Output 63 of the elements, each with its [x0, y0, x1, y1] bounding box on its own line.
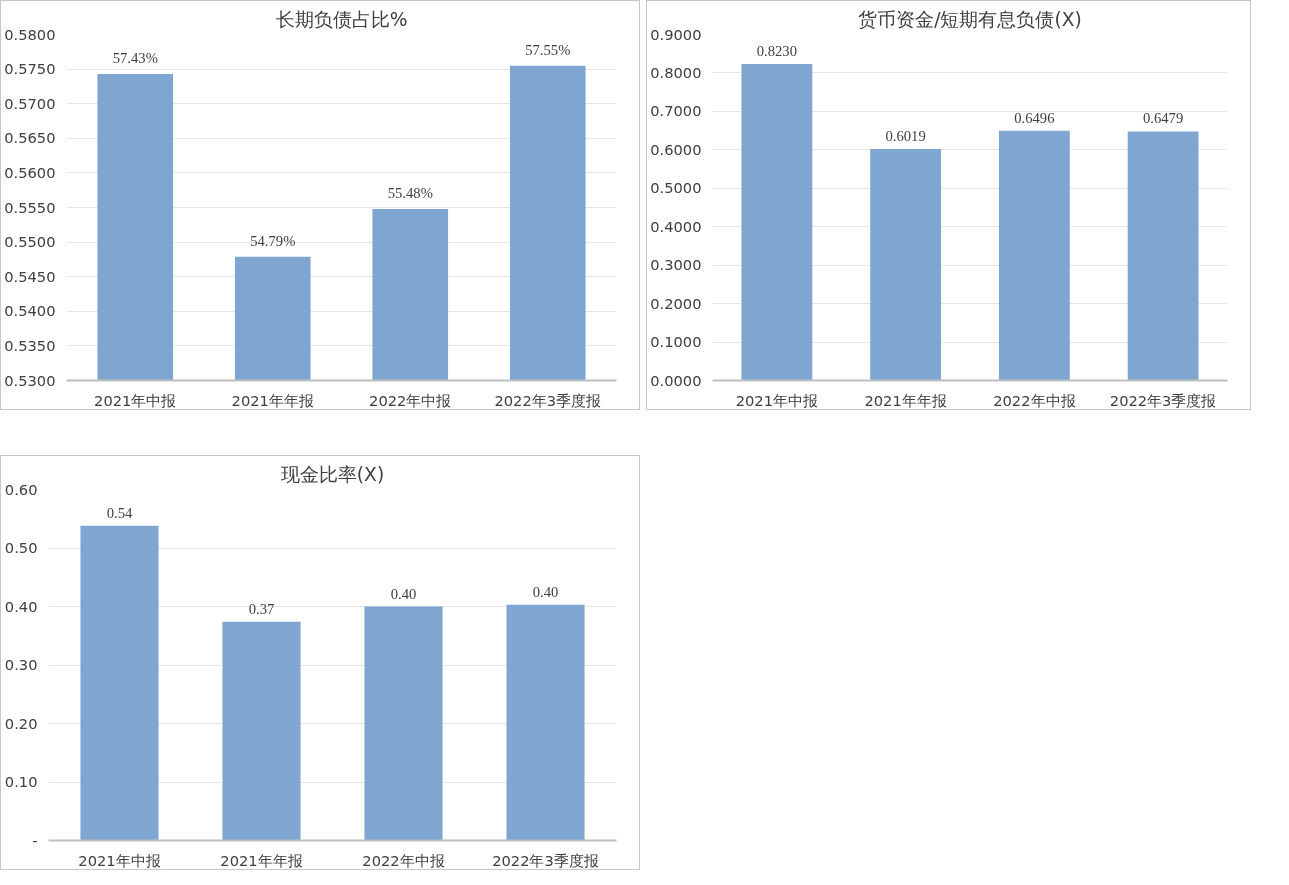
x-tick-label: 2021年中报	[735, 391, 819, 409]
data-label: 0.6019	[885, 128, 926, 145]
y-tick-label: 0.5650	[4, 129, 56, 147]
y-tick-label: 0.5300	[4, 371, 56, 389]
bar	[998, 130, 1070, 381]
chart-title: 现金比率(X)	[280, 463, 385, 485]
y-tick-label: 0.3000	[650, 256, 702, 274]
y-tick-label: 0.7000	[650, 102, 702, 120]
data-label: 0.37	[248, 600, 275, 617]
y-tick-label: 0.6000	[650, 140, 702, 158]
y-tick-label: 0.5000	[650, 179, 702, 197]
x-tick-label: 2022年3季度报	[492, 851, 599, 869]
x-tick-label: 2022年中报	[362, 851, 445, 869]
x-tick-label: 2022年3季度报	[494, 391, 602, 409]
bar	[364, 606, 443, 841]
bar	[741, 64, 813, 381]
y-tick-label: 0.30	[4, 656, 38, 673]
data-label: 0.40	[390, 585, 417, 602]
y-tick-label: 0.60	[4, 480, 38, 498]
y-tick-label: 0.50	[4, 539, 38, 556]
y-tick-label: 0.5750	[4, 60, 56, 78]
y-tick-label: 0.8000	[650, 63, 702, 81]
x-tick-label: 2022年3季度报	[1109, 391, 1217, 409]
y-tick-label: 0.9000	[650, 25, 702, 43]
y-tick-label: -	[32, 831, 38, 849]
chart-title: 长期负债占比%	[275, 8, 408, 30]
y-tick-label: 0.5600	[4, 163, 56, 181]
bar	[870, 149, 942, 381]
y-tick-label: 0.5350	[4, 336, 56, 354]
bar	[506, 604, 585, 841]
data-label: 0.40	[532, 583, 559, 600]
y-tick-label: 0.20	[4, 714, 38, 732]
bar	[1127, 131, 1199, 381]
y-tick-label: 0.1000	[650, 333, 702, 351]
y-tick-label: 0.5700	[4, 94, 56, 112]
x-tick-label: 2022年中报	[369, 391, 452, 409]
bar	[222, 621, 301, 841]
data-label: 0.54	[106, 504, 133, 521]
x-tick-label: 2022年中报	[993, 391, 1076, 409]
y-tick-label: 0.4000	[650, 217, 702, 235]
y-tick-label: 0.40	[4, 597, 38, 615]
bar	[80, 525, 159, 841]
x-tick-label: 2021年年报	[220, 851, 303, 869]
y-tick-label: 0.10	[4, 773, 38, 790]
x-tick-label: 2021年年报	[864, 391, 947, 409]
y-tick-label: 0.5800	[4, 25, 56, 43]
x-tick-label: 2021年中报	[78, 851, 161, 869]
chart-title: 货币资金/短期有息负债(X)	[858, 8, 1082, 30]
y-tick-label: 0.5450	[4, 267, 56, 285]
y-tick-label: 0.5400	[4, 302, 56, 320]
x-tick-label: 2021年年报	[231, 391, 314, 409]
data-label: 0.6479	[1142, 110, 1184, 127]
y-tick-label: 0.5500	[4, 233, 56, 251]
y-tick-label: 0.5550	[4, 198, 56, 216]
x-tick-label: 2021年中报	[94, 391, 177, 409]
data-label: 57.43%	[112, 49, 158, 66]
data-label: 0.8230	[756, 43, 798, 60]
data-label: 55.48%	[387, 184, 433, 201]
data-label: 57.55%	[525, 41, 571, 58]
data-label: 54.79%	[250, 232, 296, 249]
y-tick-label: 0.2000	[650, 294, 702, 312]
y-tick-label: 0.0000	[650, 371, 702, 389]
data-label: 0.6496	[1014, 109, 1055, 126]
